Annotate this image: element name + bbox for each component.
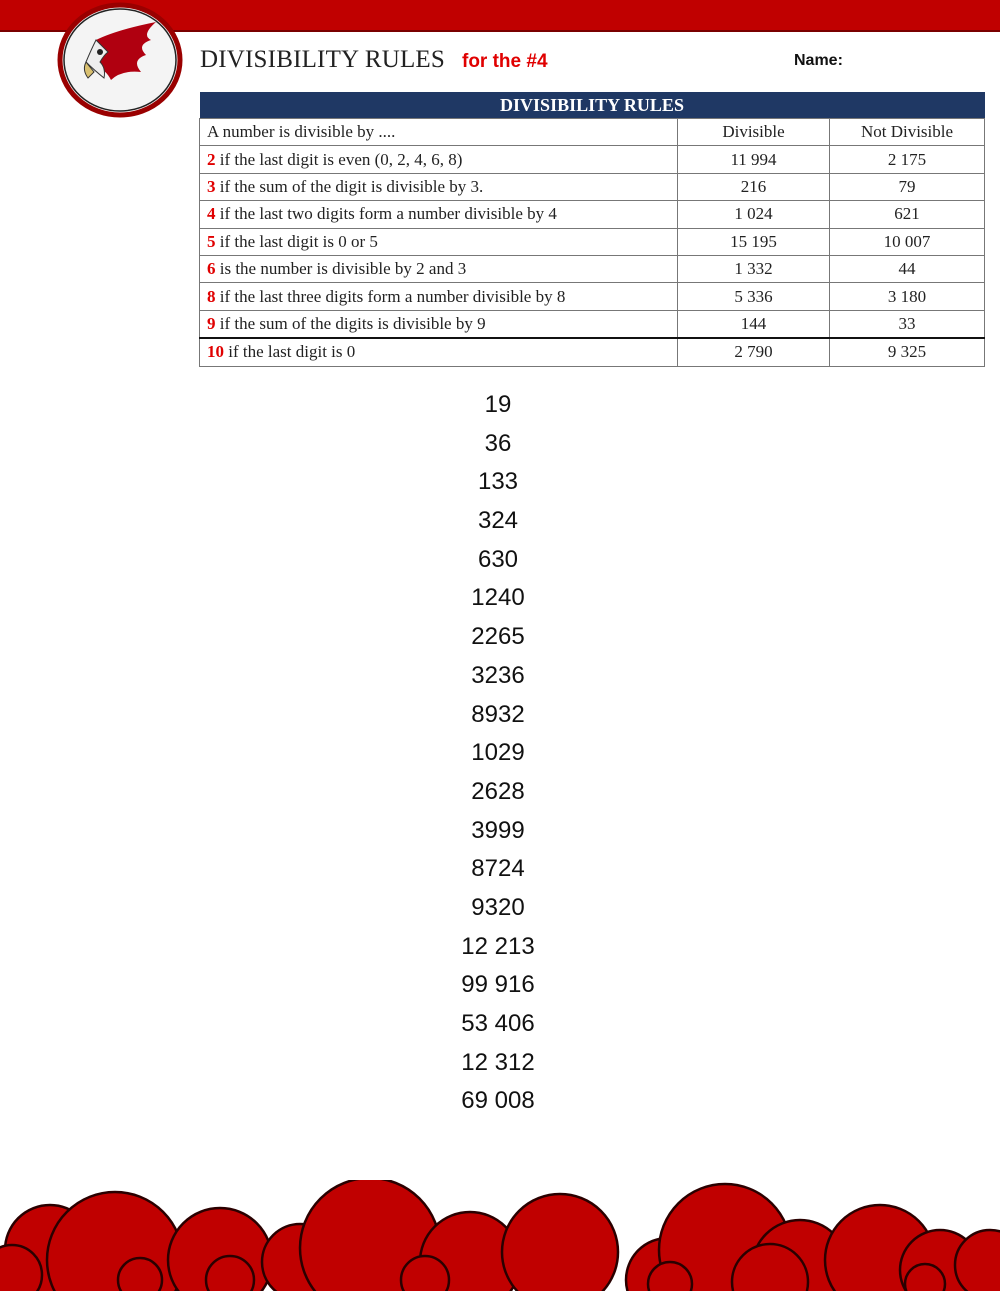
bubble-decoration — [903, 1262, 947, 1291]
bubble-decoration — [116, 1256, 164, 1291]
divisible-cell: 2 790 — [677, 337, 830, 367]
number-item: 99 916 — [461, 971, 535, 999]
column-header-divisible: Divisible — [677, 117, 830, 147]
rule-cell: 9 if the sum of the digits is divisible … — [199, 309, 678, 339]
rule-cell: 8 if the last three digits form a number… — [199, 282, 678, 311]
table-row: 3 if the sum of the digit is divisible b… — [199, 172, 985, 202]
number-item: 69 008 — [461, 1087, 535, 1115]
divisible-cell: 144 — [677, 309, 830, 339]
rule-cell: 5 if the last digit is 0 or 5 — [199, 227, 678, 256]
page-title: DIVISIBILITY RULES — [200, 46, 446, 73]
divisible-cell: 1 024 — [677, 200, 830, 229]
red-bubbles-border — [0, 1180, 1000, 1291]
number-item: 36 — [484, 429, 512, 457]
table-row: 2 if the last digit is even (0, 2, 4, 6,… — [199, 145, 985, 174]
bubble-decoration — [646, 1260, 694, 1291]
rule-text: if the last digit is even (0, 2, 4, 6, 8… — [215, 149, 463, 169]
divisibility-rules-table: DIVISIBILITY RULES A number is divisible… — [199, 92, 985, 367]
bubble-decoration — [500, 1192, 620, 1291]
number-item: 2265 — [471, 623, 525, 651]
column-header-rule: A number is divisible by .... — [199, 117, 678, 147]
not-divisible-cell: 2 175 — [829, 145, 985, 174]
table-row: 8 if the last three digits form a number… — [199, 282, 985, 311]
not-divisible-cell: 9 325 — [829, 337, 985, 367]
number-item: 8932 — [471, 700, 525, 728]
rule-number: 3 — [207, 176, 216, 196]
rule-number: 5 — [207, 231, 216, 251]
bubble-decoration — [730, 1242, 810, 1291]
divisible-cell: 11 994 — [677, 145, 830, 174]
numbers-list: 19 36 133 324 630 1240 2265 3236 8932 1029 2628 399… — [398, 388, 598, 1123]
rule-cell: 2 if the last digit is even (0, 2, 4, 6,… — [199, 145, 678, 174]
column-header-not-divisible: Not Divisible — [829, 117, 985, 147]
rule-number: 10 — [207, 342, 224, 362]
divisible-cell: 5 336 — [677, 282, 830, 311]
number-item: 8724 — [471, 855, 525, 883]
name-label: Name: — [794, 52, 843, 69]
number-item: 12 213 — [461, 932, 535, 960]
rule-text: if the last digit is 0 or 5 — [215, 231, 378, 251]
rule-text: if the last three digits form a number d… — [215, 286, 566, 306]
rule-text: if the last digit is 0 — [224, 342, 356, 362]
number-item: 1240 — [471, 584, 525, 612]
bubble-decoration — [204, 1254, 256, 1291]
not-divisible-cell: 33 — [829, 309, 985, 339]
table-header-row: A number is divisible by .... Divisible … — [199, 117, 985, 147]
not-divisible-cell: 44 — [829, 254, 985, 284]
bubble-decoration — [953, 1228, 1000, 1291]
rule-text: if the sum of the digit is divisible by … — [215, 176, 484, 196]
rule-number: 2 — [207, 149, 216, 169]
number-item: 9320 — [471, 893, 525, 921]
number-item: 133 — [477, 468, 519, 496]
rule-cell: 4 if the last two digits form a number d… — [199, 200, 678, 229]
table-row: 9 if the sum of the digits is divisible … — [199, 309, 985, 339]
hawk-logo-icon — [57, 2, 183, 118]
not-divisible-cell: 621 — [829, 200, 985, 229]
number-item: 324 — [477, 507, 519, 535]
rule-text: is the number is divisible by 2 and 3 — [215, 259, 467, 279]
rule-number: 9 — [207, 313, 216, 333]
rule-cell: 6 is the number is divisible by 2 and 3 — [199, 254, 678, 284]
number-item: 3999 — [471, 816, 525, 844]
page-subtitle: for the #4 — [462, 51, 548, 72]
table-row: 4 if the last two digits form a number d… — [199, 200, 985, 229]
rule-text: if the last two digits form a number div… — [215, 204, 557, 224]
not-divisible-cell: 79 — [829, 172, 985, 202]
rule-cell: 3 if the sum of the digit is divisible b… — [199, 172, 678, 202]
table-row: 10 if the last digit is 0 2 790 9 325 — [199, 337, 985, 367]
rule-text: if the sum of the digits is divisible by… — [215, 313, 486, 333]
number-item: 630 — [477, 545, 519, 573]
bubble-decoration — [0, 1243, 44, 1291]
not-divisible-cell: 10 007 — [829, 227, 985, 256]
table-row: 5 if the last digit is 0 or 5 15 195 10 … — [199, 227, 985, 256]
number-item: 3236 — [471, 661, 525, 689]
not-divisible-cell: 3 180 — [829, 282, 985, 311]
divisible-cell: 1 332 — [677, 254, 830, 284]
rule-number: 4 — [207, 204, 216, 224]
number-item: 19 — [484, 391, 512, 418]
number-item: 12 312 — [461, 1048, 535, 1076]
rule-number: 6 — [207, 259, 216, 279]
rule-number: 8 — [207, 286, 216, 306]
number-item: 53 406 — [461, 1010, 535, 1037]
number-item: 1029 — [471, 739, 525, 767]
number-item: 2628 — [471, 777, 525, 805]
divisible-cell: 216 — [677, 172, 830, 202]
rule-cell: 10 if the last digit is 0 — [199, 337, 678, 367]
bubble-decoration — [399, 1254, 451, 1291]
divisible-cell: 15 195 — [677, 227, 830, 256]
table-title: DIVISIBILITY RULES — [199, 92, 985, 119]
table-row: 6 is the number is divisible by 2 and 3 … — [199, 254, 985, 284]
